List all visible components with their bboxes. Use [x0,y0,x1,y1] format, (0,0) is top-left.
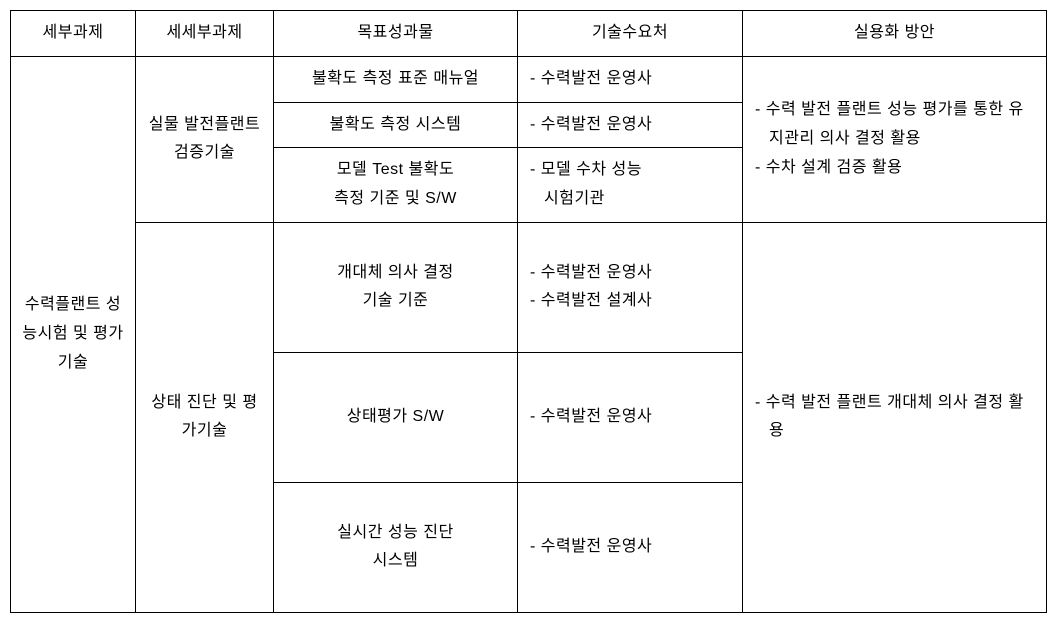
cell-subsubproject-1: 실물 발전플랜트 검증기술 [136,56,274,222]
cell-output: 모델 Test 불확도 측정 기준 및 S/W [274,148,518,223]
cell-text: - 수력 발전 플랜트 개대체 의사 결정 활용 [755,394,1024,440]
header-c3: 목표성과물 [274,11,518,57]
cell-text: 불확도 측정 시스템 [330,116,462,133]
table-row: 상태 진단 및 평가기술 개대체 의사 결정 기술 기준 - 수력발전 운영사 … [11,222,1047,352]
main-table: 세부과제 세세부과제 목표성과물 기술수요처 실용화 방안 수력플랜트 성능시험… [10,10,1047,613]
cell-output: 상태평가 S/W [274,352,518,482]
cell-output: 개대체 의사 결정 기술 기준 [274,222,518,352]
cell-text: 상태평가 S/W [347,408,445,425]
cell-output: 불확도 측정 표준 매뉴얼 [274,56,518,102]
cell-output: 불확도 측정 시스템 [274,102,518,148]
cell-text: 상태 진단 및 평가기술 [151,394,257,440]
cell-text: 기술 기준 [284,287,507,316]
cell-demand: - 모델 수차 성능 시험기관 [518,148,743,223]
cell-demand: - 수력발전 운영사 - 수력발전 설계사 [518,222,743,352]
cell-subsubproject-2: 상태 진단 및 평가기술 [136,222,274,612]
cell-subproject: 수력플랜트 성능시험 및 평가기술 [11,56,136,612]
cell-text: 측정 기준 및 S/W [284,185,507,214]
header-c4: 기술수요처 [518,11,743,57]
cell-demand: - 수력발전 운영사 [518,482,743,612]
cell-text: 시스템 [284,547,507,576]
cell-text: - 수력발전 운영사 [530,538,652,555]
cell-text: - 수차 설계 검증 활용 [769,154,1036,183]
cell-text: - 수력발전 설계사 [530,287,732,316]
cell-plan-1: - 수력 발전 플랜트 성능 평가를 통한 유지관리 의사 결정 활용 - 수차… [743,56,1047,222]
cell-plan-2: - 수력 발전 플랜트 개대체 의사 결정 활용 [743,222,1047,612]
cell-text: 실시간 성능 진단 [284,519,507,548]
header-c5: 실용화 방안 [743,11,1047,57]
cell-text: - 수력발전 운영사 [530,116,652,133]
cell-text: - 모델 수차 성능 [530,156,732,185]
cell-text: - 수력발전 운영사 [530,70,652,87]
cell-text: - 수력발전 운영사 [530,408,652,425]
header-c1: 세부과제 [11,11,136,57]
cell-demand: - 수력발전 운영사 [518,352,743,482]
cell-text: 수력플랜트 성능시험 및 평가기술 [22,296,123,371]
cell-text: - 수력발전 운영사 [530,259,732,288]
cell-text: 시험기관 [530,185,732,214]
cell-text: 실물 발전플랜트 검증기술 [149,116,261,162]
cell-text: 개대체 의사 결정 [284,259,507,288]
cell-text: 모델 Test 불확도 [284,156,507,185]
cell-text: - 수력 발전 플랜트 성능 평가를 통한 유지관리 의사 결정 활용 [769,96,1036,154]
cell-demand: - 수력발전 운영사 [518,102,743,148]
header-c2: 세세부과제 [136,11,274,57]
cell-output: 실시간 성능 진단 시스템 [274,482,518,612]
cell-demand: - 수력발전 운영사 [518,56,743,102]
table-row: 수력플랜트 성능시험 및 평가기술 실물 발전플랜트 검증기술 불확도 측정 표… [11,56,1047,102]
cell-text: 불확도 측정 표준 매뉴얼 [312,70,479,87]
table-header-row: 세부과제 세세부과제 목표성과물 기술수요처 실용화 방안 [11,11,1047,57]
